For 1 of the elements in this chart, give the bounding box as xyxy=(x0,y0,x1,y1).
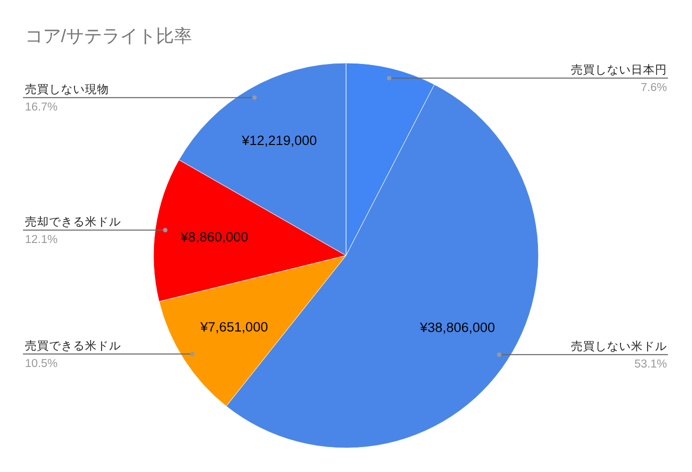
title: コア/サテライト比率 xyxy=(25,26,192,46)
